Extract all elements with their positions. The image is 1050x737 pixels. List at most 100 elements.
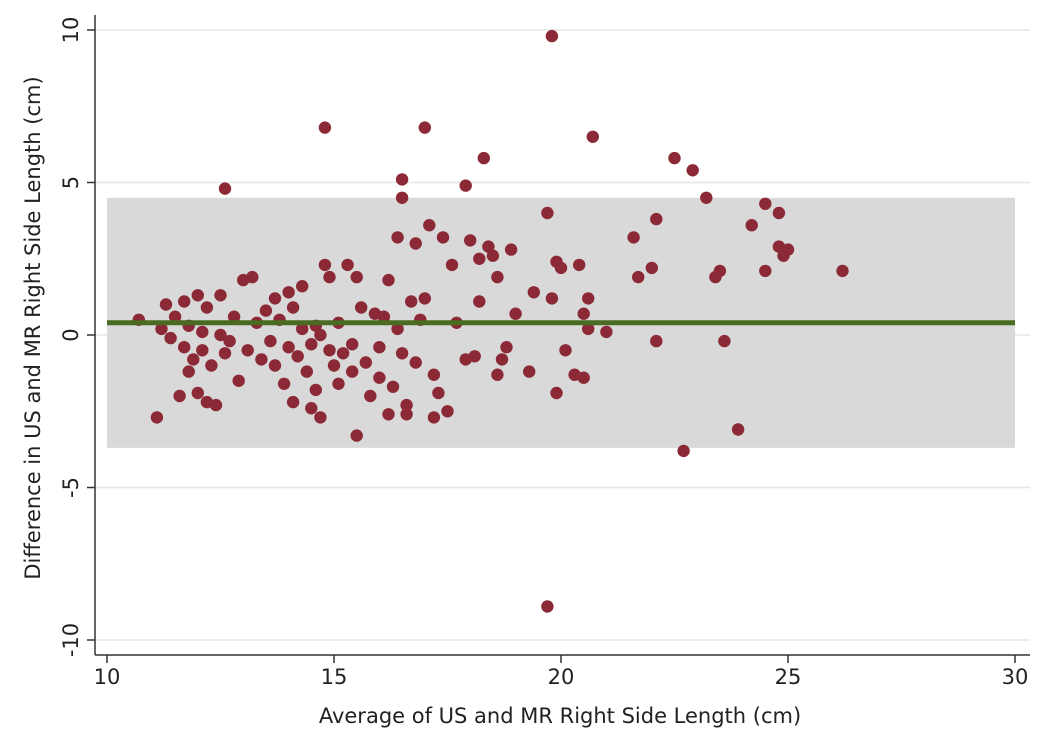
x-tick-label: 20 xyxy=(548,665,575,689)
data-point xyxy=(395,191,409,204)
data-point xyxy=(395,173,409,186)
data-point xyxy=(400,398,413,412)
data-point xyxy=(373,341,386,354)
data-point xyxy=(259,304,273,317)
y-axis-title: Difference in US and MR Right Side Lengt… xyxy=(21,76,45,579)
data-point xyxy=(491,270,504,284)
x-axis-title: Average of US and MR Right Side Length (… xyxy=(319,704,801,728)
data-point xyxy=(759,264,772,278)
data-point xyxy=(200,301,214,314)
data-point xyxy=(731,423,745,436)
data-point xyxy=(336,347,350,360)
data-point xyxy=(582,292,595,305)
axes: -10 -5 0 5 10 10 15 20 25 30 xyxy=(59,15,1030,689)
data-point xyxy=(327,359,341,372)
data-point xyxy=(314,411,327,424)
data-point xyxy=(355,301,368,314)
data-point xyxy=(264,334,277,348)
data-point xyxy=(504,243,518,256)
data-point xyxy=(318,258,332,272)
data-point xyxy=(364,389,377,403)
data-point xyxy=(218,182,232,195)
data-point xyxy=(255,353,268,366)
data-point xyxy=(491,368,504,381)
data-point xyxy=(282,341,295,354)
data-point xyxy=(445,258,459,272)
y-tick-label: -10 xyxy=(59,623,83,657)
data-point xyxy=(400,408,413,421)
data-point xyxy=(686,164,699,177)
data-point xyxy=(386,380,400,393)
data-point xyxy=(541,206,554,220)
data-point xyxy=(550,386,563,400)
data-point xyxy=(436,231,450,244)
data-point xyxy=(350,429,363,442)
x-tick-label: 15 xyxy=(321,665,348,689)
data-point xyxy=(323,344,336,357)
data-point xyxy=(323,270,336,284)
y-tick-label: 10 xyxy=(59,17,83,44)
data-point xyxy=(468,350,481,363)
data-point xyxy=(218,347,232,360)
data-point xyxy=(214,328,227,342)
data-point xyxy=(286,395,300,409)
data-point xyxy=(286,301,300,314)
data-point xyxy=(418,121,431,134)
data-point xyxy=(314,328,327,342)
data-point xyxy=(418,292,431,305)
data-point xyxy=(477,151,490,165)
x-tick-label: 30 xyxy=(1002,665,1029,689)
data-point xyxy=(527,286,540,299)
data-point xyxy=(214,289,227,302)
data-point xyxy=(713,264,727,278)
y-tick-label: 5 xyxy=(59,176,83,189)
data-point xyxy=(523,365,536,378)
data-point xyxy=(187,353,200,366)
data-point xyxy=(650,212,663,226)
data-point xyxy=(227,310,241,323)
data-point xyxy=(191,386,204,400)
data-point xyxy=(473,252,486,265)
data-point xyxy=(700,191,713,204)
data-point xyxy=(391,322,404,336)
data-point xyxy=(745,219,758,232)
data-point xyxy=(168,310,182,323)
data-point xyxy=(718,334,731,348)
data-point xyxy=(159,298,173,311)
data-point xyxy=(495,353,509,366)
data-point xyxy=(305,402,318,415)
data-point xyxy=(205,359,218,372)
y-tick-label: 0 xyxy=(59,328,83,341)
data-point xyxy=(632,270,645,284)
data-point xyxy=(291,350,304,363)
data-point xyxy=(391,231,404,244)
data-point xyxy=(173,389,186,403)
data-point xyxy=(473,295,486,308)
data-point xyxy=(382,273,395,287)
data-point xyxy=(545,292,559,305)
data-point xyxy=(554,261,568,275)
data-point xyxy=(382,408,395,421)
data-point xyxy=(196,344,209,357)
data-point xyxy=(577,307,590,320)
data-point xyxy=(346,365,359,378)
data-point xyxy=(300,365,313,378)
data-point xyxy=(836,264,849,278)
data-point xyxy=(405,295,418,308)
data-point xyxy=(559,344,572,357)
data-point xyxy=(650,334,663,348)
data-point xyxy=(772,206,786,220)
data-point xyxy=(432,386,445,400)
data-point xyxy=(600,325,613,339)
data-point xyxy=(332,377,345,390)
data-point xyxy=(305,338,318,351)
data-point xyxy=(346,338,359,351)
data-point xyxy=(155,322,168,336)
data-point xyxy=(427,368,441,381)
data-point xyxy=(586,130,599,143)
data-point xyxy=(464,234,477,247)
x-tick-label: 25 xyxy=(775,665,802,689)
data-point xyxy=(359,356,372,369)
data-point xyxy=(191,289,204,302)
data-point xyxy=(178,341,191,354)
